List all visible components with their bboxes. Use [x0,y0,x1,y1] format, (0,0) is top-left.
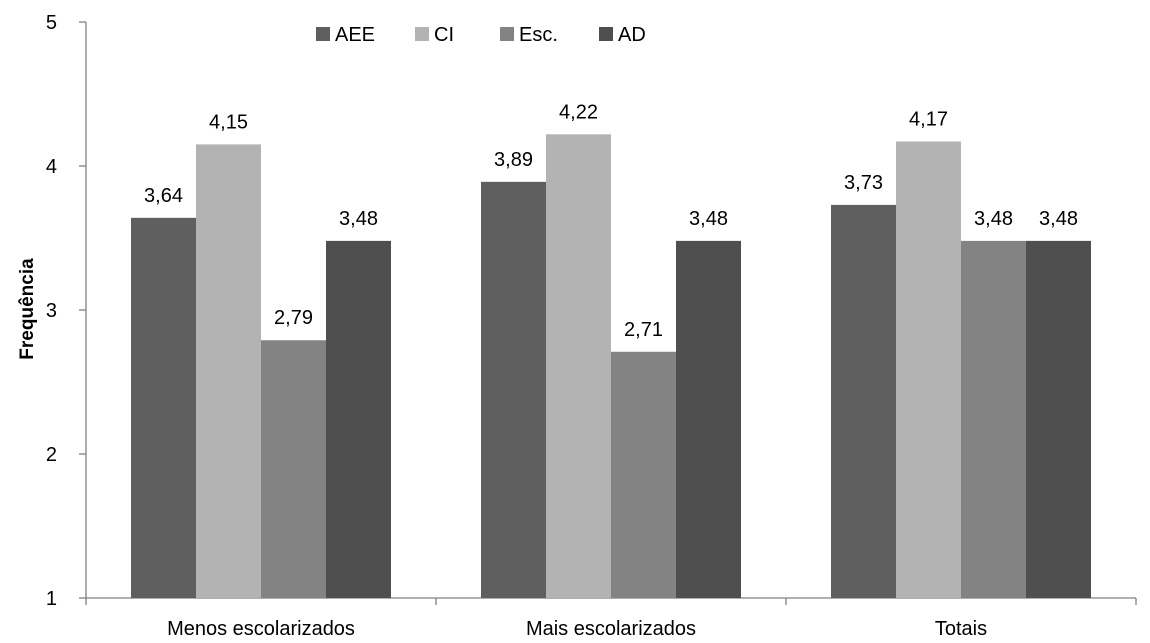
legend-swatch [500,27,514,41]
bar-esc [611,351,676,598]
x-category-label: Mais escolarizados [526,618,696,640]
bar-esc [261,340,326,598]
y-tick-label: 3 [46,300,57,322]
data-label: 3,48 [1039,208,1078,230]
bar-ci [196,144,261,598]
x-category-label: Menos escolarizados [167,618,355,640]
data-label: 4,15 [209,111,248,133]
y-axis-label: Frequência [17,258,38,360]
data-label: 3,48 [339,208,378,230]
bar-ad [1026,240,1091,598]
data-label: 3,64 [144,185,183,207]
data-label: 2,71 [624,319,663,341]
legend-swatch [415,27,429,41]
x-category-label: Totais [935,618,987,640]
bar-ad [326,240,391,598]
data-label: 3,89 [494,149,533,171]
data-label: 4,22 [559,101,598,123]
legend-label: AD [618,24,646,46]
legend-label: CI [434,24,454,46]
bar-aee [131,217,196,598]
legend-label: AEE [335,24,375,46]
legend-label: Esc. [519,24,558,46]
bar-ad [676,240,741,598]
data-label: 4,17 [909,109,948,131]
y-tick-label: 4 [46,156,57,178]
bar-aee [481,181,546,598]
bar-ci [896,141,961,598]
legend-swatch [316,27,330,41]
data-label: 3,73 [844,172,883,194]
data-label: 3,48 [689,208,728,230]
legend-swatch [599,27,613,41]
data-label: 2,79 [274,307,313,329]
bar-esc [961,240,1026,598]
y-axis-label-group: Frequência [17,258,38,360]
data-label: 3,48 [974,208,1013,230]
y-tick-label: 5 [46,12,57,34]
bar-ci [546,134,611,598]
y-tick-label: 2 [46,444,57,466]
data-labels: 3,64 3,89 3,73 4,15 4,22 4,17 2,79 2,71 3,48 3,48… [144,101,1078,340]
bar-aee [831,204,896,598]
legend: AEE CI Esc. AD [316,24,646,46]
bars [131,134,1091,598]
y-tick-label: 1 [46,588,57,610]
